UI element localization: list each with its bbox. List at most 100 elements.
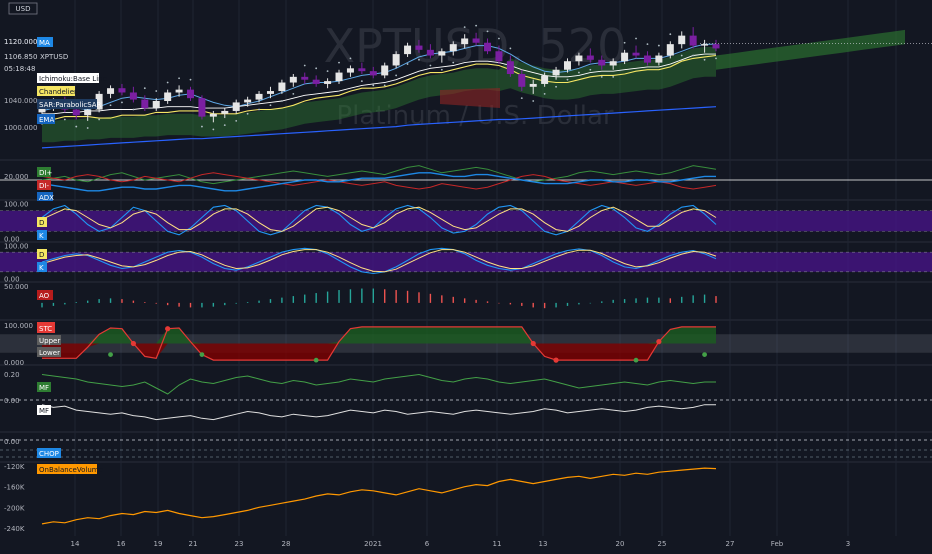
legend-stoch1-d[interactable] bbox=[37, 217, 47, 227]
adx-line bbox=[41, 172, 716, 192]
stoch2-k-line bbox=[41, 247, 717, 275]
legend-mf2[interactable] bbox=[37, 405, 51, 415]
stc-fill-up bbox=[42, 326, 716, 344]
x-tick-label: 6 bbox=[425, 540, 430, 548]
sar-dot bbox=[555, 85, 557, 88]
legend-di-plus[interactable] bbox=[37, 167, 51, 177]
ao-bar bbox=[635, 298, 637, 303]
symbol-label: XPTUSD bbox=[40, 53, 68, 61]
candle-body bbox=[301, 76, 309, 80]
legend-obv[interactable] bbox=[37, 464, 97, 474]
ao-bar bbox=[418, 292, 420, 303]
legend-chop[interactable] bbox=[37, 448, 61, 458]
ao-bar bbox=[658, 297, 660, 303]
ao-bar bbox=[292, 296, 295, 303]
ao-bar bbox=[509, 302, 512, 305]
x-tick-label: 25 bbox=[658, 540, 667, 548]
legend-chop-label: CHOP bbox=[39, 450, 59, 458]
chandelier-line bbox=[42, 54, 717, 121]
ao-bar bbox=[109, 298, 112, 303]
x-tick-label: 27 bbox=[726, 540, 735, 548]
stoch1-band bbox=[0, 210, 932, 232]
sar-dot bbox=[98, 118, 101, 121]
legend-stoch2-k[interactable] bbox=[37, 262, 47, 272]
ao-tick: 50.000 bbox=[4, 283, 29, 291]
stc-sell-dot bbox=[553, 357, 559, 363]
ao-bar bbox=[269, 299, 272, 303]
legend-mf1[interactable] bbox=[37, 382, 51, 392]
x-tick-label: 3 bbox=[846, 540, 850, 548]
x-tick-label: 20 bbox=[616, 540, 625, 548]
sar-dot bbox=[269, 104, 272, 107]
sar-dot bbox=[360, 80, 363, 83]
candle-body bbox=[358, 68, 366, 72]
ao-bar bbox=[612, 299, 614, 303]
obv-tick: -160K bbox=[4, 484, 25, 492]
obv-tick: -200K bbox=[4, 504, 25, 512]
legend-chandelier[interactable] bbox=[37, 86, 75, 96]
candle-body bbox=[426, 49, 434, 56]
stoch1-tick: 100.00 bbox=[4, 201, 29, 209]
sar-dot bbox=[86, 127, 89, 129]
sar-dot bbox=[235, 119, 238, 122]
sar-dot bbox=[303, 64, 306, 67]
ma-tag[interactable] bbox=[37, 37, 53, 47]
legend-base-line[interactable] bbox=[37, 73, 99, 83]
legend-stoch1-d-label: D bbox=[39, 219, 44, 227]
legend-stoch2-d[interactable] bbox=[37, 249, 47, 259]
legend-stc-upper-label: Upper bbox=[39, 337, 60, 345]
candle-body bbox=[95, 93, 103, 110]
candle-body bbox=[689, 35, 697, 46]
sar-dot bbox=[475, 24, 478, 27]
stc-buy-dot bbox=[199, 352, 205, 357]
ao-bar bbox=[623, 299, 626, 303]
chart-content bbox=[0, 24, 932, 525]
stoch2-tick: 0.00 bbox=[4, 275, 20, 283]
stoch2-d-line bbox=[41, 249, 717, 273]
stc-sell-dot bbox=[130, 340, 136, 347]
legend-ao[interactable] bbox=[37, 290, 53, 300]
candle-body bbox=[609, 61, 617, 66]
legend-di-minus[interactable] bbox=[37, 180, 51, 190]
ao-bar bbox=[326, 291, 329, 303]
sar-dot bbox=[646, 43, 649, 46]
currency-box[interactable] bbox=[8, 2, 38, 15]
ao-bar bbox=[384, 289, 386, 303]
legend-adx[interactable] bbox=[37, 192, 53, 201]
legend-stc-upper[interactable] bbox=[37, 335, 61, 345]
legend-stc-label: STC bbox=[39, 325, 52, 333]
obv-line bbox=[41, 467, 717, 525]
sar-dot bbox=[623, 41, 626, 44]
ao-bar bbox=[235, 302, 237, 304]
sar-dot bbox=[280, 100, 283, 102]
legend-stoch1-k-label: K bbox=[39, 232, 44, 240]
sar-dot bbox=[189, 78, 192, 81]
stoch2-band bbox=[0, 252, 932, 272]
candle-body bbox=[541, 75, 549, 84]
ao-bar bbox=[121, 299, 123, 303]
candle-body bbox=[289, 76, 297, 83]
candle-body bbox=[552, 69, 560, 76]
sar-dot bbox=[315, 67, 318, 70]
ao-bar bbox=[155, 302, 157, 304]
sar-dot bbox=[680, 54, 683, 57]
legend-stc-lower[interactable] bbox=[37, 347, 61, 357]
legend-stoch1-k[interactable] bbox=[37, 230, 47, 240]
legend-ema[interactable] bbox=[37, 114, 55, 124]
legend-sar[interactable] bbox=[37, 99, 97, 109]
ao-bar bbox=[498, 302, 500, 304]
mf2-line bbox=[41, 404, 716, 421]
sar-dot bbox=[715, 57, 717, 60]
ao-bar bbox=[178, 302, 180, 307]
legend-stc-lower-label: Lower bbox=[39, 349, 60, 357]
candle-body bbox=[175, 89, 183, 93]
header-block: USD 1120.000 MA 1106.850 XPTUSD 05:18:48 bbox=[4, 2, 68, 73]
sar-dot bbox=[338, 61, 340, 64]
stoch2-tick: 100.00 bbox=[4, 243, 29, 251]
stc-buy-dot bbox=[313, 357, 319, 363]
ao-bar bbox=[372, 288, 374, 303]
legend-stc[interactable] bbox=[37, 322, 55, 333]
sar-dot bbox=[600, 75, 603, 78]
legend-chandelier-label: Chandelier bbox=[39, 88, 77, 96]
